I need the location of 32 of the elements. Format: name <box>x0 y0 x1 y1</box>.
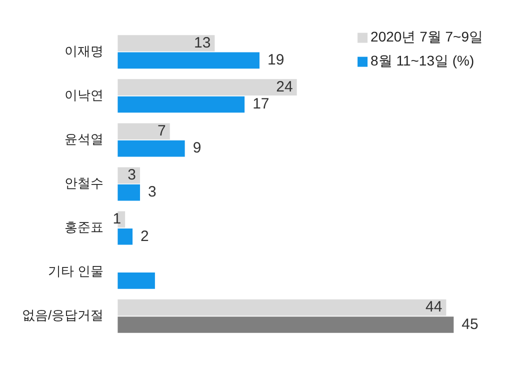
data-label: 13 <box>194 34 211 52</box>
y-tick-label: 홍준표 <box>64 220 104 235</box>
data-label: 3 <box>148 184 156 201</box>
bar <box>118 316 454 333</box>
y-tick-label: 윤석열 <box>64 132 104 147</box>
data-label: 7 <box>158 122 166 140</box>
data-label: 1 <box>112 210 122 228</box>
data-label: 3 <box>128 166 136 184</box>
data-label: 9 <box>192 140 202 157</box>
y-tick-label: 이낙연 <box>64 87 104 102</box>
data-label: 44 <box>426 298 442 316</box>
bar <box>118 272 155 289</box>
y-tick-label: 이재명 <box>64 43 104 58</box>
bar <box>118 140 185 157</box>
bar <box>118 299 446 316</box>
data-label: 17 <box>252 96 270 113</box>
y-tick-label: 안철수 <box>64 176 104 191</box>
bar <box>118 184 140 201</box>
y-tick-label: 없음/응답거절 <box>22 308 104 323</box>
legend-label: 2020년 7월 7~9일 <box>370 28 484 45</box>
data-label: 19 <box>268 52 284 69</box>
bar <box>118 35 215 52</box>
data-label: 45 <box>462 316 478 333</box>
y-tick-label: 기타 인물 <box>48 264 104 279</box>
bar <box>118 228 133 245</box>
bar <box>118 96 245 113</box>
data-label: 2 <box>140 228 149 245</box>
bar <box>118 79 297 96</box>
bar <box>118 123 170 140</box>
bar <box>118 52 260 69</box>
data-label: 24 <box>276 78 293 96</box>
legend-label: 8월 11~13일 (%) <box>370 52 474 69</box>
